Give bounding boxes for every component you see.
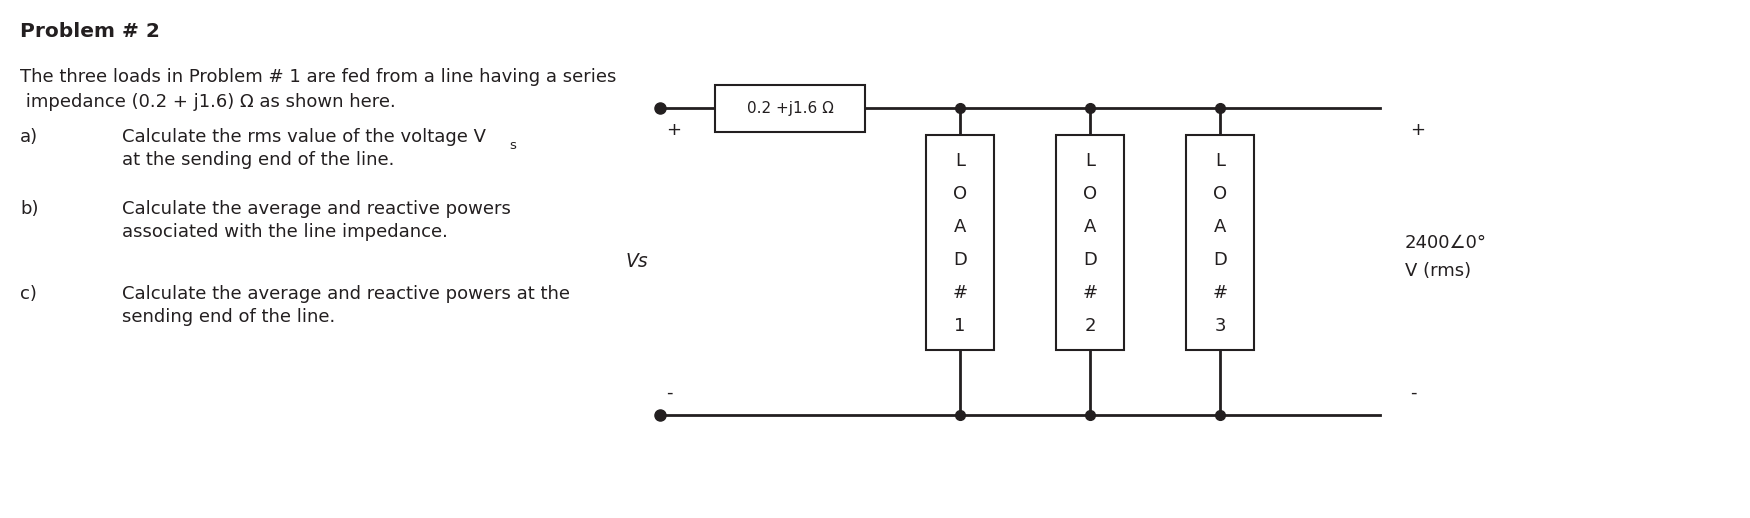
Text: 2400∠0°: 2400∠0°: [1405, 235, 1487, 252]
Text: A: A: [1214, 218, 1227, 236]
Text: 1: 1: [954, 317, 966, 335]
Text: O: O: [954, 185, 968, 203]
Text: O: O: [1213, 185, 1227, 203]
Text: a): a): [19, 128, 38, 146]
Text: at the sending end of the line.: at the sending end of the line.: [123, 151, 394, 169]
Text: Problem # 2: Problem # 2: [19, 22, 159, 41]
Text: +: +: [1410, 121, 1424, 139]
Text: -: -: [1410, 384, 1416, 402]
Bar: [926, 135, 994, 350]
Text: 0.2 +j1.6 Ω: 0.2 +j1.6 Ω: [747, 101, 833, 116]
Text: #: #: [952, 284, 968, 302]
Text: L: L: [956, 152, 964, 170]
Text: L: L: [1214, 152, 1225, 170]
Text: sending end of the line.: sending end of the line.: [123, 308, 336, 326]
Text: A: A: [1083, 218, 1096, 236]
Text: #: #: [1213, 284, 1227, 302]
Text: s: s: [509, 139, 516, 152]
Text: Vs: Vs: [625, 252, 648, 271]
Text: D: D: [1213, 251, 1227, 269]
Text: O: O: [1083, 185, 1097, 203]
Text: D: D: [1083, 251, 1097, 269]
Text: associated with the line impedance.: associated with the line impedance.: [123, 223, 448, 241]
Text: Calculate the average and reactive powers at the: Calculate the average and reactive power…: [123, 285, 570, 303]
Text: -: -: [667, 384, 672, 402]
Text: c): c): [19, 285, 37, 303]
Bar: [716, 85, 864, 132]
Bar: [1186, 135, 1255, 350]
Text: The three loads in Problem # 1 are fed from a line having a series: The three loads in Problem # 1 are fed f…: [19, 68, 616, 86]
Text: L: L: [1085, 152, 1096, 170]
Text: b): b): [19, 200, 38, 218]
Text: Calculate the rms value of the voltage V: Calculate the rms value of the voltage V: [123, 128, 487, 146]
Text: #: #: [1083, 284, 1097, 302]
Text: A: A: [954, 218, 966, 236]
Text: impedance (0.2 + j1.6) Ω as shown here.: impedance (0.2 + j1.6) Ω as shown here.: [19, 93, 396, 111]
Text: +: +: [667, 121, 681, 139]
Text: 2: 2: [1085, 317, 1096, 335]
Text: 3: 3: [1214, 317, 1225, 335]
Bar: [1055, 135, 1124, 350]
Text: D: D: [954, 251, 968, 269]
Text: Calculate the average and reactive powers: Calculate the average and reactive power…: [123, 200, 511, 218]
Text: V (rms): V (rms): [1405, 263, 1472, 281]
